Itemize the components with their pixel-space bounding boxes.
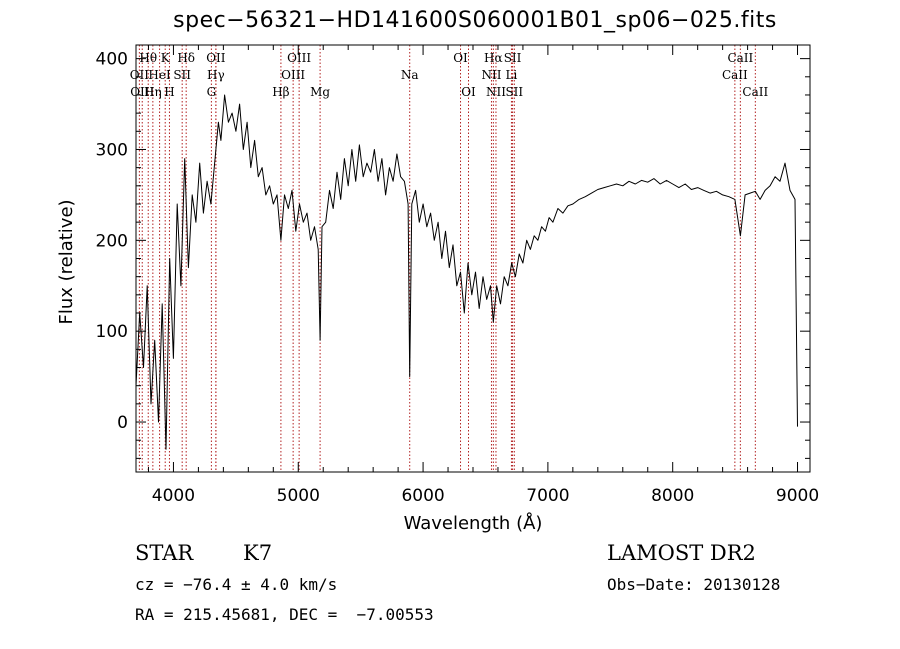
y-tick-label: 100 <box>96 322 128 342</box>
x-axis-label: Wavelength (Å) <box>404 512 543 534</box>
x-tick-label: 6000 <box>401 486 444 506</box>
observation-date: Obs−Date: 20130128 <box>607 575 781 594</box>
spectral-line-label: Hα <box>484 51 503 65</box>
spectral-line-label: Na <box>401 68 419 82</box>
plot-frame <box>135 44 811 473</box>
y-tick-label: 0 <box>117 413 128 433</box>
spectral-line-label: CaII <box>742 85 768 99</box>
spectral-line-label: Li <box>506 68 518 82</box>
y-tick-label: 400 <box>96 50 128 70</box>
spectral-line-label: H <box>164 85 174 99</box>
spectral-line-label: SII <box>504 51 522 65</box>
x-tick-label: 8000 <box>651 486 694 506</box>
spectral-line-label: Hθ <box>139 51 157 65</box>
y-tick-label: 300 <box>96 140 128 160</box>
spectral-line-label: OI <box>461 85 476 99</box>
x-tick-label: 9000 <box>776 486 819 506</box>
spectral-line-label: Hβ <box>272 85 289 99</box>
spectral-line-label: HeI <box>148 68 171 82</box>
x-tick-label: 5000 <box>277 486 320 506</box>
spectral-line-label: SII <box>505 85 523 99</box>
survey-name: LAMOST DR2 <box>607 541 756 565</box>
flux-series <box>135 94 798 450</box>
spectral-line-label: OIII <box>287 51 311 65</box>
spectral-line-label: CaII <box>722 68 748 82</box>
spectral-line-label: Hδ <box>177 51 195 65</box>
spectral-line-label: K <box>161 51 171 65</box>
y-axis: 0 100 200 300 400 <box>96 50 810 459</box>
spectral-line-markers <box>138 45 756 472</box>
coordinates: RA = 215.45681, DEC = −7.00553 <box>135 605 434 624</box>
spectral-line-label: OII <box>206 51 226 65</box>
spectral-line-label: Hγ <box>207 68 225 82</box>
spectral-line-label: SII <box>173 68 191 82</box>
spectral-line-label: OI <box>453 51 468 65</box>
redshift-velocity: cz = −76.4 ± 4.0 km/s <box>135 575 338 594</box>
spectral-line-label: OIII <box>281 68 305 82</box>
spectral-line-label: G <box>207 85 217 99</box>
x-tick-label: 4000 <box>152 486 195 506</box>
flux-series-line <box>135 94 798 450</box>
spectral-line-label: Mg <box>310 85 330 99</box>
object-class: STAR <box>135 541 194 565</box>
y-axis-label: Flux (relative) <box>56 199 77 324</box>
y-tick-label: 200 <box>96 231 128 251</box>
spectral-line-label: Hη <box>144 85 162 99</box>
object-subclass: K7 <box>243 541 273 565</box>
spectral-line-label: CaII <box>727 51 753 65</box>
x-tick-label: 7000 <box>526 486 569 506</box>
x-axis: 4000 5000 6000 7000 8000 9000 <box>147 45 819 506</box>
spectral-line-label: OII <box>130 68 150 82</box>
spectral-line-label: NII <box>486 85 506 99</box>
chart-title: spec−56321−HD141600S060001B01_sp06−025.f… <box>173 8 777 33</box>
spectral-line-label: NII <box>481 68 501 82</box>
